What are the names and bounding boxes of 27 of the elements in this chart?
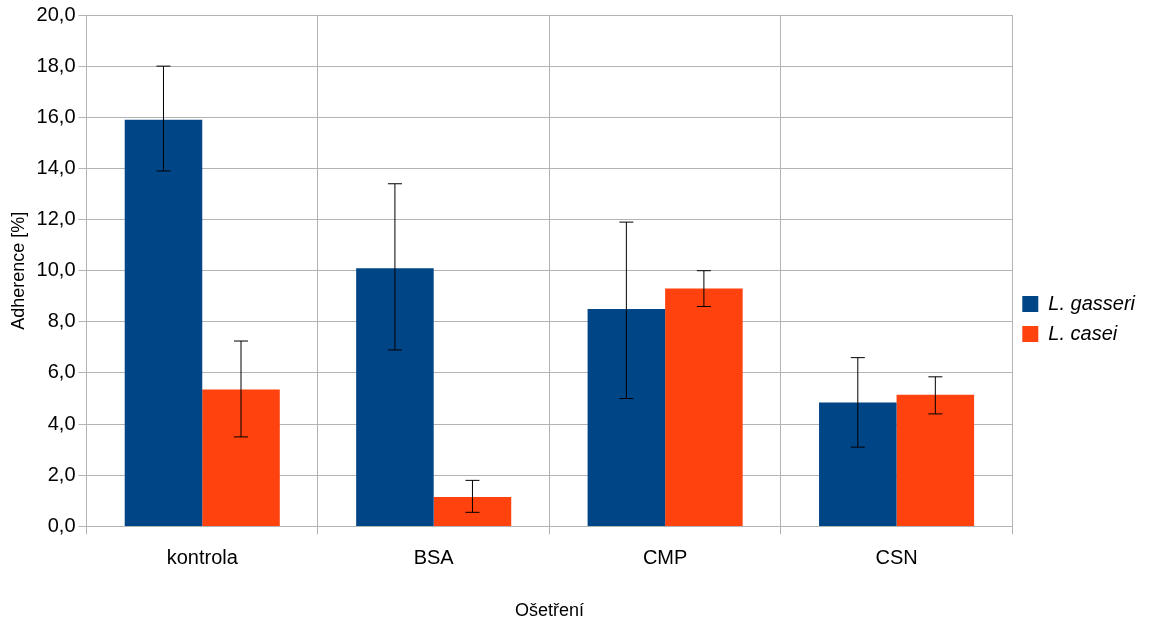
bar [896, 394, 975, 526]
y-tick-label: 6,0 [47, 360, 76, 383]
bar [587, 309, 666, 526]
y-tick-label: 2,0 [47, 462, 76, 485]
x-axis-title: Ošetření [514, 600, 584, 621]
y-tick-label: 0,0 [47, 513, 76, 536]
legend-label: L. gasseri [1048, 291, 1136, 314]
y-tick-label: 12,0 [36, 207, 76, 230]
y-tick-label: 14,0 [36, 155, 76, 178]
bar [433, 496, 512, 526]
x-tick-label: BSA [413, 545, 455, 568]
legend-label: L. casei [1048, 321, 1118, 344]
bar [202, 389, 280, 526]
y-tick-label: 20,0 [36, 2, 76, 25]
y-axis-title: Adherence [%] [7, 211, 28, 330]
x-tick-label: CMP [642, 545, 688, 568]
y-tick-label: 10,0 [36, 258, 76, 281]
bar [819, 402, 897, 526]
y-tick-label: 16,0 [36, 104, 76, 127]
bar [665, 288, 743, 526]
y-tick-label: 4,0 [47, 411, 76, 434]
x-tick-label: CSN [875, 545, 918, 568]
bar [356, 268, 434, 526]
y-tick-label: 8,0 [47, 309, 76, 332]
x-tick-label: kontrola [166, 545, 239, 568]
y-tick-label: 18,0 [36, 53, 76, 76]
bar [124, 119, 203, 526]
